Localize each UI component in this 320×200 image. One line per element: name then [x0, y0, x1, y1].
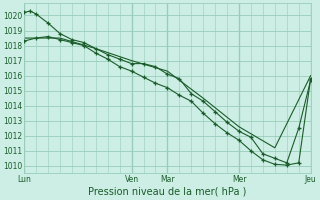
X-axis label: Pression niveau de la mer( hPa ): Pression niveau de la mer( hPa ): [88, 187, 247, 197]
